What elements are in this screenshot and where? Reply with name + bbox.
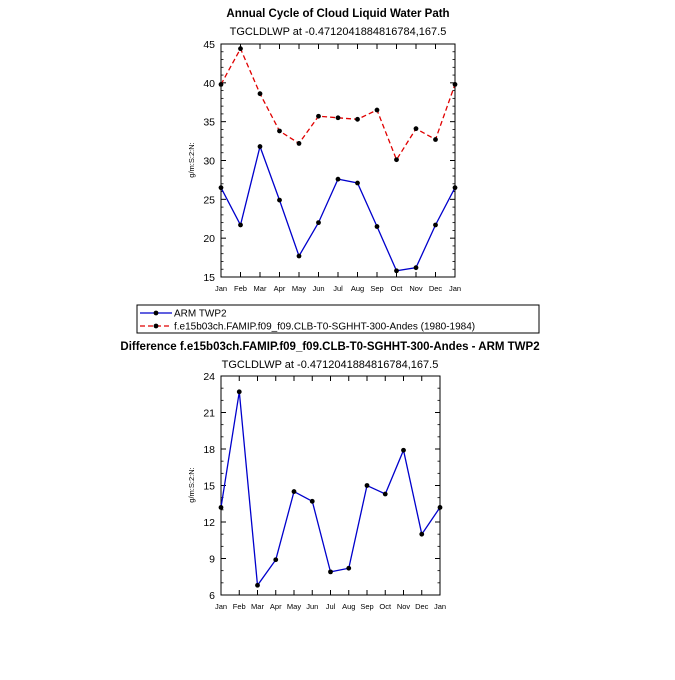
top-xtick-label-8: Sep — [370, 284, 383, 293]
top-series-1-point-5 — [316, 113, 321, 119]
bottom-series-0-point-6 — [328, 569, 333, 575]
bottom-series-0-line — [220, 391, 441, 588]
top-series-0-point-8 — [374, 224, 380, 229]
bottom-xtick-label-11: Dec — [415, 602, 429, 611]
top-series-0-point-4 — [296, 253, 302, 259]
top-ytick-label-6: 45 — [203, 39, 215, 51]
legend-marker-model — [153, 323, 159, 329]
top-series-1-point-9 — [394, 157, 399, 163]
bottom-xtick-label-2: Mar — [251, 602, 264, 611]
top-ytick-label-1: 20 — [203, 233, 215, 245]
legend-frame — [136, 304, 540, 334]
top-xtick-label-11: Dec — [429, 284, 443, 293]
top-series-1-point-8 — [374, 107, 380, 113]
top-series-1-point-11 — [433, 137, 438, 142]
bottom-series-0-point-4 — [291, 489, 297, 494]
top-chart-title: Annual Cycle of Cloud Liquid Water Path — [226, 8, 449, 20]
bottom-xtick-label-7: Aug — [342, 602, 355, 611]
top-chart-subtitle: TGCLDLWP at -0.4712041884816784,167.5 — [230, 26, 447, 38]
bottom-xtick-label-0: Jan — [215, 602, 227, 611]
bottom-plot-frame — [220, 375, 441, 596]
top-ytick-label-2: 25 — [203, 194, 215, 206]
top-series-1-point-10 — [413, 126, 419, 132]
top-xtick-label-12: Jan — [449, 284, 461, 293]
bottom-series-0-point-11 — [419, 531, 425, 537]
top-series-1-point-0 — [218, 81, 224, 87]
top-series-1-point-1 — [238, 46, 243, 52]
top-xtick-label-5: Jun — [312, 284, 324, 293]
top-series-1-point-3 — [277, 128, 282, 134]
top-series-0-point-3 — [277, 197, 282, 203]
bottom-series-0-point-8 — [364, 483, 370, 488]
bottom-series-0-point-1 — [236, 389, 242, 395]
top-xtick-label-0: Jan — [215, 284, 227, 293]
top-series-1-point-2 — [257, 91, 263, 97]
bottom-series-0-point-3 — [273, 557, 279, 563]
bottom-ytick-label-0: 6 — [209, 590, 215, 602]
top-series-0-point-6 — [335, 176, 341, 182]
top-series-1-point-7 — [355, 116, 360, 122]
legend-label-model: f.e15b03ch.FAMIP.f09_f09.CLB-T0-SGHHT-30… — [174, 322, 475, 333]
top-series-0-point-11 — [433, 222, 438, 228]
top-ytick-label-4: 35 — [203, 117, 215, 129]
bottom-xtick-label-3: Apr — [270, 602, 282, 611]
bottom-xtick-label-4: May — [287, 602, 301, 611]
top-ytick-label-5: 40 — [203, 78, 215, 90]
top-xtick-label-10: Nov — [409, 284, 423, 293]
bottom-series-0-point-12 — [437, 505, 443, 510]
bottom-xtick-label-5: Jun — [306, 602, 318, 611]
top-xtick-label-9: Oct — [391, 284, 404, 293]
top-series-0-point-12 — [452, 185, 458, 191]
bottom-xtick-label-8: Sep — [360, 602, 373, 611]
bottom-series-0-point-5 — [309, 498, 315, 504]
bottom-series-0-point-10 — [401, 447, 406, 453]
bottom-xtick-label-12: Jan — [434, 602, 446, 611]
bottom-chart-ylabel: g/m:S:2:N: — [187, 467, 196, 502]
top-series-0-point-10 — [413, 265, 419, 271]
top-series-0-point-9 — [394, 268, 399, 274]
bottom-ytick-label-4: 18 — [203, 444, 215, 456]
bottom-xtick-label-1: Feb — [233, 602, 246, 611]
legend: ARM TWP2 f.e15b03ch.FAMIP.f09_f09.CLB-T0… — [136, 304, 540, 334]
bottom-ytick-label-6: 24 — [203, 371, 215, 383]
bottom-chart-subtitle: TGCLDLWP at -0.4712041884816784,167.5 — [222, 359, 439, 371]
legend-label-obs: ARM TWP2 — [174, 309, 227, 320]
top-ytick-label-0: 15 — [203, 272, 215, 284]
top-series-0-point-2 — [257, 144, 263, 149]
top-series-0-point-7 — [355, 180, 360, 186]
bottom-series-0-point-7 — [346, 565, 352, 571]
bottom-ytick-label-2: 12 — [203, 517, 215, 529]
top-series-0-line — [220, 144, 456, 272]
bottom-xtick-label-9: Oct — [379, 602, 392, 611]
top-series-0-point-1 — [238, 222, 243, 228]
legend-marker-obs — [153, 310, 159, 316]
top-series-1-point-4 — [296, 141, 302, 146]
top-ytick-label-3: 30 — [203, 156, 215, 168]
top-xtick-label-3: Apr — [274, 284, 286, 293]
top-series-0-point-5 — [316, 220, 321, 226]
bottom-series-0-point-9 — [382, 491, 388, 497]
plot-layer: 15 20 25 30 35 40 45 Jan Feb Mar Apr May Jun Jul Aug Se… — [203, 39, 461, 611]
top-xtick-label-1: Feb — [234, 284, 247, 293]
bottom-chart-title: Difference f.e15b03ch.FAMIP.f09_f09.CLB-… — [120, 341, 539, 353]
bottom-ytick-label-5: 21 — [203, 408, 215, 420]
bottom-xtick-label-6: Jul — [326, 602, 336, 611]
top-xtick-label-7: Aug — [351, 284, 364, 293]
bottom-xtick-label-10: Nov — [397, 602, 411, 611]
top-series-1-point-12 — [452, 81, 458, 87]
bottom-ytick-label-3: 15 — [203, 481, 215, 493]
bottom-ytick-label-1: 9 — [209, 554, 215, 566]
bottom-series-0-point-2 — [255, 582, 260, 588]
top-xtick-label-4: May — [292, 284, 306, 293]
top-series-1-line — [220, 47, 456, 162]
top-chart-ylabel: g/m:S:2:N: — [187, 142, 196, 177]
top-series-1-point-6 — [335, 115, 341, 121]
top-series-0-point-0 — [218, 185, 224, 191]
bottom-series-0-point-0 — [218, 505, 224, 510]
top-xtick-label-6: Jul — [333, 284, 343, 293]
top-xtick-label-2: Mar — [254, 284, 267, 293]
